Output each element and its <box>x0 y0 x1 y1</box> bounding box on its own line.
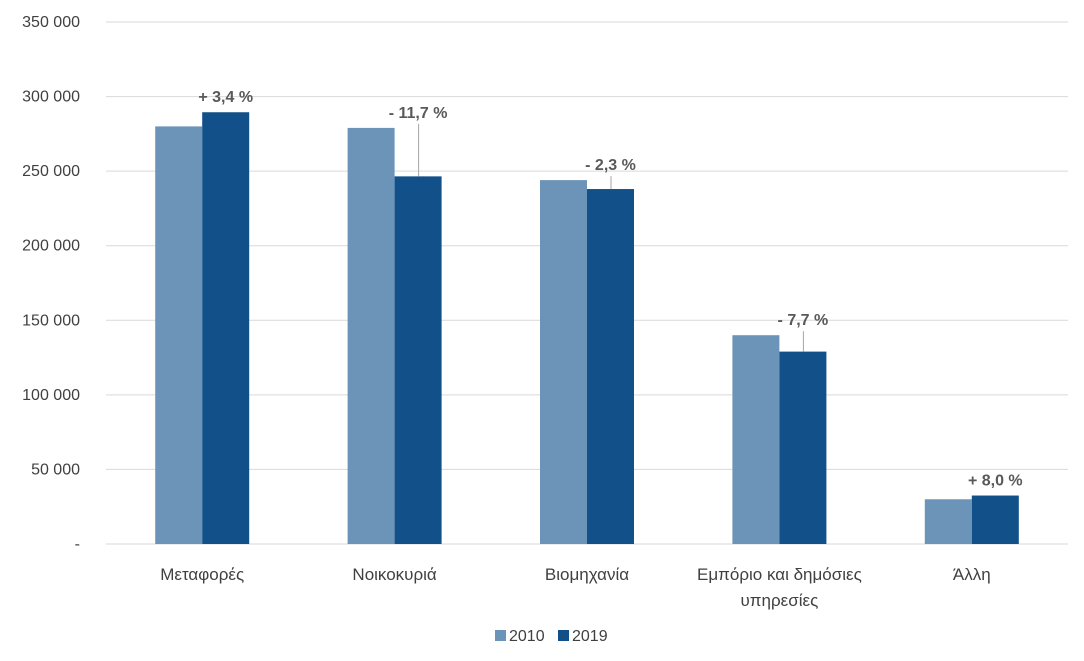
change-label: - 7,7 % <box>778 312 829 329</box>
change-label: - 2,3 % <box>585 157 636 174</box>
bars <box>155 112 1019 545</box>
x-category-label: Μεταφορές <box>160 565 244 584</box>
y-tick-label: 100 000 <box>22 387 80 404</box>
bar-2010 <box>540 180 587 544</box>
y-tick-label: - <box>75 536 80 553</box>
y-tick-label: 150 000 <box>22 312 80 329</box>
bar-2019 <box>779 351 827 544</box>
change-label: + 3,4 % <box>198 89 253 106</box>
bar-2019 <box>587 189 634 545</box>
y-tick-label: 250 000 <box>22 163 80 180</box>
legend: 2010 2019 <box>495 628 608 645</box>
bar-2019 <box>394 176 442 544</box>
bar-2010 <box>732 335 780 544</box>
legend-label-2010: 2010 <box>509 628 545 645</box>
change-label: - 11,7 % <box>389 105 448 122</box>
legend-swatch-2010 <box>495 630 506 641</box>
y-tick-label: 50 000 <box>31 461 80 478</box>
change-labels: + 3,4 % - 11,7 % - 2,3 % - 7,7 % + 8,0 % <box>198 89 1022 489</box>
x-category-label: Νοικοκυριά <box>352 565 436 584</box>
bar-2010 <box>155 126 203 545</box>
x-category-label: Άλλη <box>953 565 991 584</box>
x-category-label: υπηρεσίες <box>741 591 819 610</box>
x-category-label: Βιομηχανία <box>545 565 629 584</box>
y-axis-tick-labels: - 50 000 100 000 150 000 200 000 250 000 300 0… <box>22 14 80 553</box>
bar-2010 <box>924 499 972 544</box>
change-label-leaders <box>418 123 804 352</box>
change-label: + 8,0 % <box>968 473 1023 490</box>
y-tick-label: 200 000 <box>22 238 80 255</box>
y-tick-label: 300 000 <box>22 89 80 106</box>
x-category-label: Εμπόριο και δημόσιες <box>697 565 862 584</box>
y-tick-label: 350 000 <box>22 14 80 31</box>
x-axis-category-labels: Μεταφορές Νοικοκυριά Βιομηχανία Εμπόριο και… <box>160 565 990 610</box>
legend-label-2019: 2019 <box>572 628 608 645</box>
bar-2019 <box>202 112 250 544</box>
bar-2019 <box>971 495 1019 544</box>
bar-2010 <box>347 127 395 545</box>
legend-swatch-2019 <box>558 630 569 641</box>
